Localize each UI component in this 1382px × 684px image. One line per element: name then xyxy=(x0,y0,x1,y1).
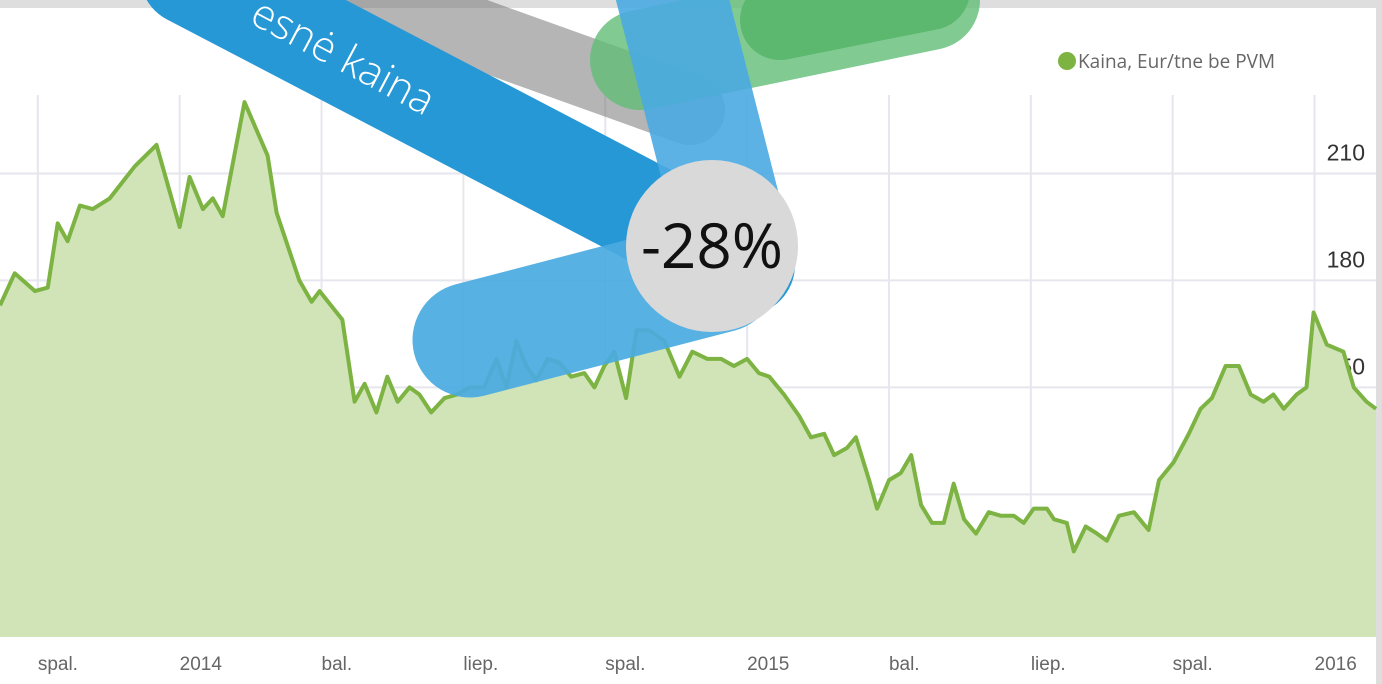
x-tick-label: liep. xyxy=(1031,654,1066,675)
chart: 90120150180210spal.2014bal.liep.spal.201… xyxy=(0,0,1382,684)
x-tick-label: 2015 xyxy=(747,654,789,675)
y-tick-label: 210 xyxy=(1327,139,1365,165)
x-tick-label: 2014 xyxy=(180,654,223,675)
overlay-band xyxy=(780,0,930,20)
x-tick-label: 2016 xyxy=(1315,654,1357,675)
x-tick-label: spal. xyxy=(1173,654,1213,675)
badge-label: -28% xyxy=(641,203,783,287)
y-tick-label: 180 xyxy=(1327,246,1365,272)
x-tick-label: bal. xyxy=(322,654,353,675)
x-tick-label: bal. xyxy=(889,654,920,675)
page: 90120150180210spal.2014bal.liep.spal.201… xyxy=(0,0,1382,684)
legend-marker xyxy=(1058,52,1076,70)
legend-label: Kaina, Eur/tne be PVM xyxy=(1078,48,1275,74)
x-tick-label: spal. xyxy=(605,654,645,675)
x-tick-label: liep. xyxy=(463,654,498,675)
x-tick-label: spal. xyxy=(38,654,78,675)
